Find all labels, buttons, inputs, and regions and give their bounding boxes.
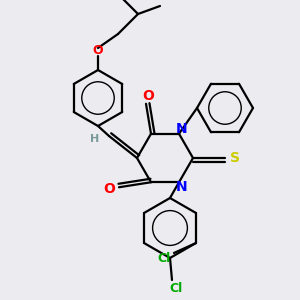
Text: N: N (176, 122, 188, 136)
Text: H: H (90, 134, 99, 144)
Text: Cl: Cl (169, 281, 183, 295)
Text: S: S (230, 151, 240, 165)
Text: N: N (176, 180, 188, 194)
Text: Cl: Cl (158, 251, 171, 265)
Text: O: O (93, 44, 103, 58)
Text: O: O (103, 182, 115, 196)
Text: O: O (142, 89, 154, 103)
